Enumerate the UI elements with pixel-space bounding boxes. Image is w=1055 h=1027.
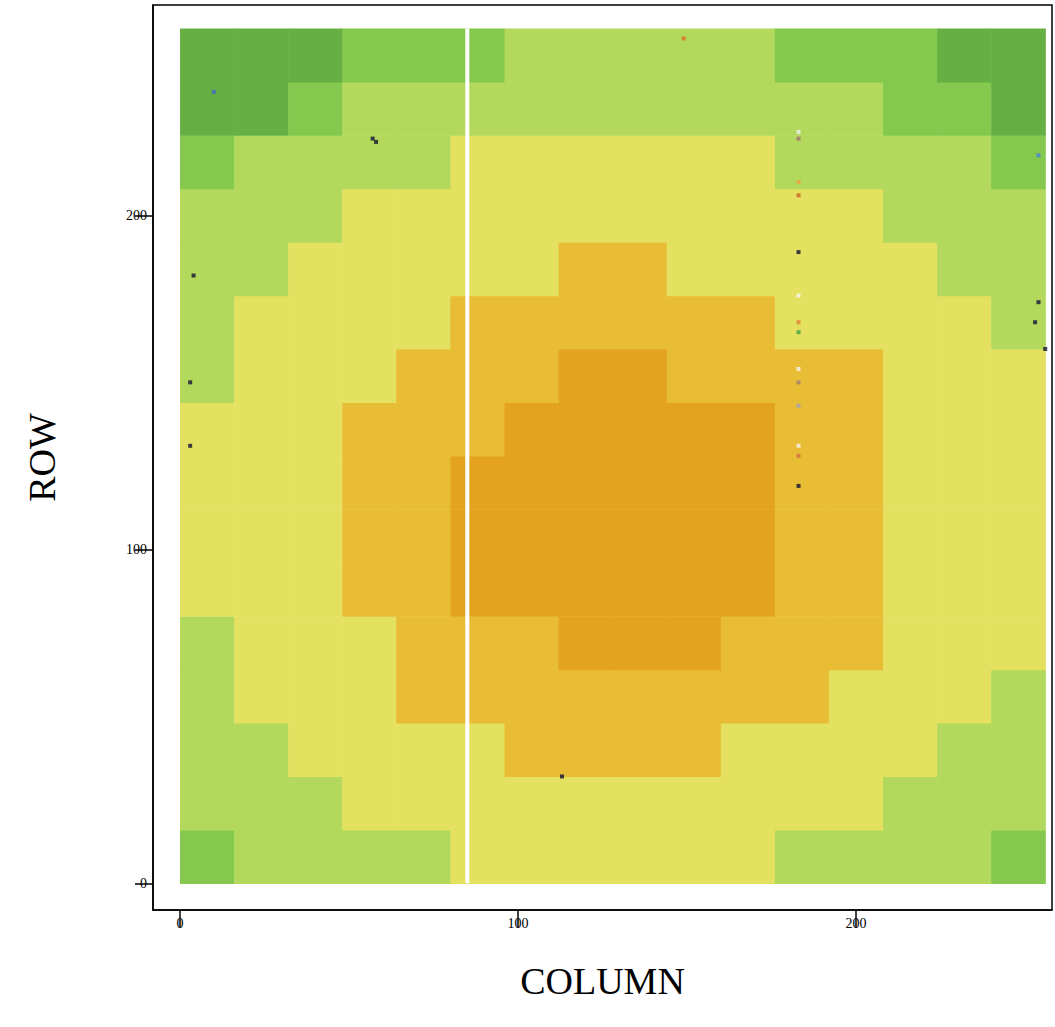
svg-text:200: 200 <box>845 916 866 931</box>
svg-text:100: 100 <box>126 542 147 557</box>
svg-text:100: 100 <box>508 916 529 931</box>
svg-text:ROW: ROW <box>21 413 63 502</box>
svg-text:0: 0 <box>177 916 184 931</box>
svg-text:0: 0 <box>140 876 147 891</box>
svg-text:200: 200 <box>126 208 147 223</box>
svg-text:COLUMN: COLUMN <box>520 960 685 1002</box>
